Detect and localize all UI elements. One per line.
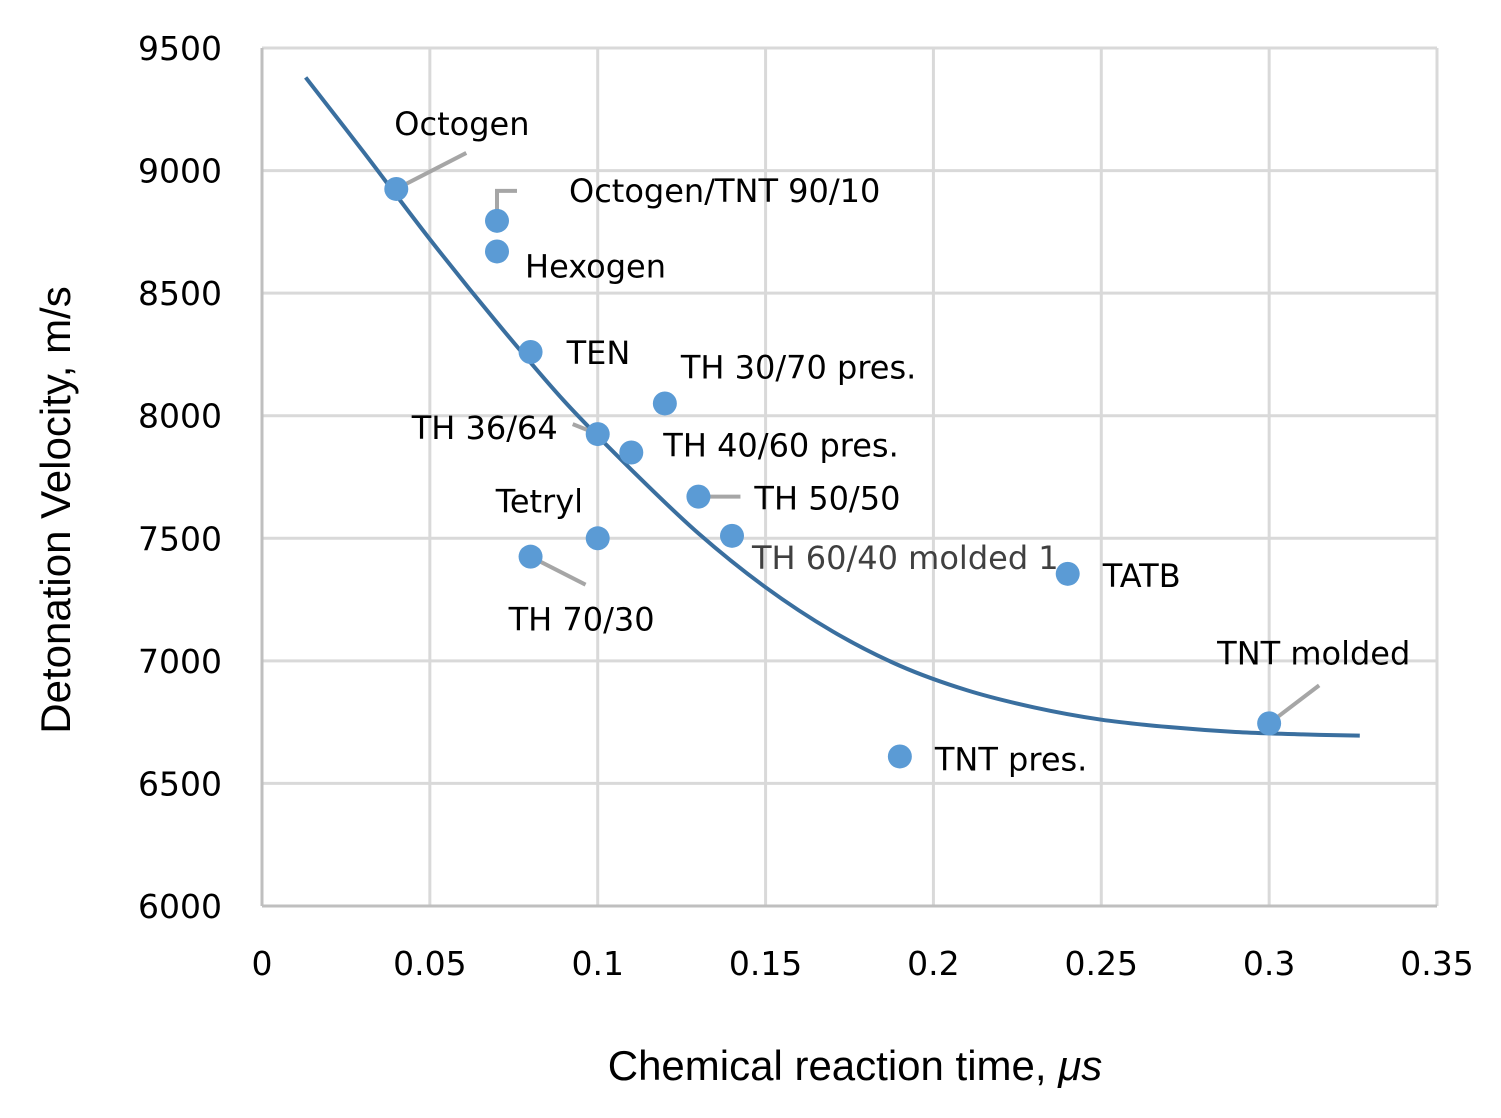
point-label: Hexogen <box>525 247 666 285</box>
point-label: Octogen/TNT 90/10 <box>569 172 880 210</box>
data-point <box>485 239 509 264</box>
data-point <box>887 744 912 769</box>
y-tick-label: 7500 <box>138 519 222 558</box>
data-point <box>585 422 610 447</box>
data-points <box>384 176 1282 769</box>
data-point <box>1055 561 1080 586</box>
point-label: TH 36/64 <box>411 409 558 447</box>
y-tick-label: 9000 <box>138 152 222 191</box>
data-point <box>720 523 744 548</box>
y-tick-label: 9500 <box>138 29 222 68</box>
point-label: TEN <box>566 334 631 372</box>
y-tick-label: 8000 <box>138 397 222 436</box>
data-point <box>518 339 543 364</box>
data-point <box>518 544 543 569</box>
leader-line <box>395 151 468 191</box>
axes <box>260 48 1437 908</box>
data-point <box>485 208 509 233</box>
x-tick-label: 0.25 <box>1065 944 1138 983</box>
point-labels: Octogen Octogen/TNT 90/10 Hexogen TEN TH 30/… <box>394 105 1410 779</box>
data-point <box>619 440 644 465</box>
trendline <box>304 76 1360 738</box>
x-tick-label: 0.2 <box>907 944 959 983</box>
x-tick-label: 0.35 <box>1400 944 1473 983</box>
x-axis-title-unit: μs <box>1057 1042 1102 1089</box>
data-point <box>652 391 677 416</box>
point-label: Octogen <box>394 105 529 143</box>
x-tick-label: 0.15 <box>729 944 802 983</box>
grid <box>262 46 1439 906</box>
y-tick-label: 7000 <box>138 642 222 681</box>
point-label: TNT molded <box>1216 634 1410 672</box>
y-tick-label: 6500 <box>138 764 222 803</box>
y-tick-label: 6000 <box>138 887 222 926</box>
y-tick-label: 8500 <box>138 274 222 313</box>
data-point <box>1257 711 1282 736</box>
x-tick-labels: 0 0.05 0.1 0.15 0.2 0.25 0.3 0.35 <box>252 944 1474 983</box>
point-label: TNT pres. <box>934 740 1088 778</box>
x-axis-title-text: Chemical reaction time, <box>608 1042 1059 1089</box>
point-label: TATB <box>1102 557 1181 595</box>
y-tick-labels: 6000 6500 7000 7500 8000 8500 9000 9500 <box>138 29 222 926</box>
x-tick-label: 0.1 <box>571 944 623 983</box>
x-tick-label: 0 <box>252 944 273 983</box>
data-point <box>686 484 711 509</box>
x-tick-label: 0.3 <box>1243 944 1295 983</box>
data-point <box>585 526 610 551</box>
trendline-group <box>304 76 1360 738</box>
x-axis-title: Chemical reaction time, μs <box>608 1042 1103 1089</box>
y-axis-title: Detonation Velocity, m/s <box>32 286 79 733</box>
data-point <box>384 176 409 201</box>
point-label: Tetryl <box>495 482 583 520</box>
point-label: TH 70/30 <box>508 601 655 639</box>
point-label: TH 50/50 <box>753 480 900 518</box>
point-label: TH 40/60 pres. <box>662 426 898 464</box>
x-tick-label: 0.05 <box>393 944 466 983</box>
point-label: TH 30/70 pres. <box>680 348 916 386</box>
point-label: TH 60/40 molded 1 <box>751 539 1059 577</box>
